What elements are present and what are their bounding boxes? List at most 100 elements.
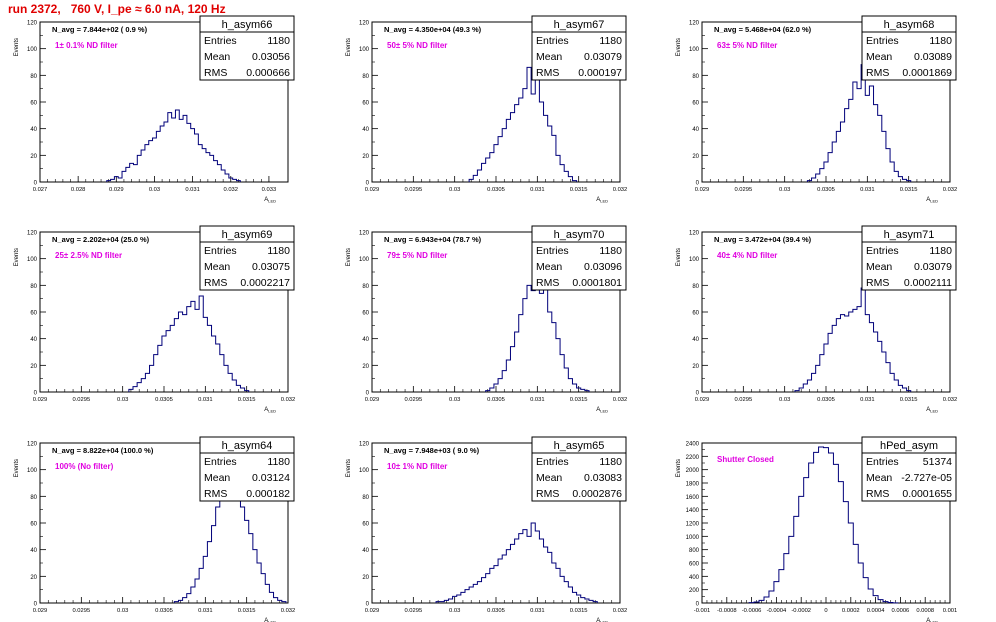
stats-label-rms: RMS (536, 277, 559, 289)
x-tick-label: 0.031 (530, 187, 545, 193)
stats-value-entries: 1180 (267, 456, 290, 468)
histogram-panel: 0 20 40 60 80 100 120 0.029 0.0295 0.03 0.0305 0.03… (346, 436, 627, 622)
x-tick-label: 0.0305 (155, 397, 173, 403)
y-tick-label: 40 (692, 337, 699, 343)
stats-value-rms: 0.000182 (246, 488, 290, 500)
y-tick-label: 1800 (686, 482, 700, 488)
y-tick-label: 0 (696, 602, 700, 608)
histogram-name: hPed_asym (880, 440, 938, 452)
navg-label: N_avg = 3.472e+04 (39.4 %) (714, 235, 812, 244)
histogram-name: h_asym68 (884, 19, 935, 31)
histogram-panel: 0 20 40 60 80 100 120 0.029 0.0295 0.03 0.0305 0.03… (676, 225, 958, 414)
stats-label-mean: Mean (536, 261, 562, 273)
x-tick-label: 0.0315 (570, 608, 588, 614)
y-axis-label: Events (14, 248, 20, 266)
y-axis-label: Events (346, 459, 352, 477)
stats-value-entries: 1180 (599, 35, 622, 47)
y-tick-label: 20 (362, 154, 369, 160)
x-tick-label: -0.0008 (717, 608, 737, 614)
x-tick-label: -0.0006 (742, 608, 762, 614)
x-axis-label: ALED (264, 407, 276, 414)
stats-value-entries: 1180 (267, 35, 290, 47)
y-tick-label: 40 (30, 337, 37, 343)
x-tick-label: 0.0305 (817, 397, 835, 403)
y-tick-label: 60 (362, 311, 369, 317)
y-tick-label: 80 (692, 74, 699, 80)
x-axis-label: ALED (596, 407, 608, 414)
y-tick-label: 40 (362, 127, 369, 133)
filter-label: 1± 0.1% ND filter (55, 41, 118, 50)
x-tick-label: 0.031 (530, 608, 545, 614)
x-tick-label: 0 (824, 608, 827, 614)
y-tick-label: 100 (359, 47, 370, 53)
stats-value-mean: 0.03096 (584, 261, 622, 273)
x-tick-label: 0.0305 (487, 397, 505, 403)
y-tick-label: 40 (362, 337, 369, 343)
y-tick-label: 20 (30, 364, 37, 370)
filter-label: Shutter Closed (717, 455, 774, 464)
x-tick-label: 0.0305 (487, 187, 505, 193)
stats-label-entries: Entries (536, 35, 569, 47)
stats-box (861, 15, 957, 81)
x-tick-label: 0.0315 (570, 397, 588, 403)
y-tick-label: 80 (30, 74, 37, 80)
stats-value-rms: 0.0001801 (572, 277, 622, 289)
x-tick-label: 0.0305 (487, 608, 505, 614)
stats-value-mean: 0.03056 (252, 51, 290, 63)
y-tick-label: 100 (359, 468, 370, 474)
x-tick-label: 0.0295 (72, 608, 90, 614)
stats-box (199, 436, 295, 502)
stats-value-mean: 0.03089 (914, 51, 952, 63)
y-axis-label: Events (676, 38, 682, 56)
x-tick-label: 0.029 (695, 397, 710, 403)
y-tick-label: 20 (692, 154, 699, 160)
y-tick-label: 20 (30, 575, 37, 581)
y-tick-label: 120 (27, 442, 38, 448)
x-tick-label: -0.0002 (791, 608, 811, 614)
filter-label: 40± 4% ND filter (717, 251, 777, 260)
navg-label: N_avg = 2.202e+04 (25.0 %) (52, 235, 150, 244)
histogram-line (128, 295, 250, 392)
stats-label-entries: Entries (866, 245, 899, 257)
y-tick-label: 2200 (686, 455, 700, 461)
y-tick-label: 0 (34, 181, 38, 187)
stats-value-mean: 0.03079 (914, 261, 952, 273)
stats-label-entries: Entries (866, 35, 899, 47)
stats-box (531, 225, 627, 291)
y-tick-label: 60 (692, 101, 699, 107)
y-tick-label: 0 (366, 181, 370, 187)
histogram-panel: 0 20 40 60 80 100 120 0.029 0.0295 0.03 0.0305 0.03… (676, 15, 957, 204)
stats-value-rms: 0.0001869 (902, 67, 952, 79)
x-tick-label: 0.03 (449, 608, 460, 614)
stats-value-entries: 1180 (267, 245, 290, 257)
y-tick-label: 400 (689, 575, 700, 581)
stats-value-mean: 0.03124 (252, 472, 290, 484)
y-tick-label: 0 (366, 391, 370, 397)
filter-label: 63± 5% ND filter (717, 41, 777, 50)
y-tick-label: 0 (696, 391, 700, 397)
y-tick-label: 120 (359, 21, 370, 27)
y-tick-label: 20 (362, 575, 369, 581)
x-tick-label: 0.0006 (892, 608, 910, 614)
y-axis-label: Events (14, 459, 20, 477)
stats-value-entries: 1180 (599, 245, 622, 257)
navg-label: N_avg = 6.943e+04 (78.7 %) (384, 235, 482, 244)
y-tick-label: 120 (359, 442, 370, 448)
y-tick-label: 1000 (686, 535, 700, 541)
x-tick-label: 0.031 (530, 397, 545, 403)
x-tick-label: 0.032 (943, 397, 958, 403)
x-tick-label: -0.0004 (767, 608, 787, 614)
x-tick-label: 0.0295 (734, 187, 752, 193)
navg-label: N_avg = 7.844e+02 ( 0.9 %) (52, 25, 148, 34)
stats-box (531, 436, 627, 502)
stats-label-rms: RMS (204, 488, 227, 500)
stats-value-entries: 51374 (923, 456, 952, 468)
histogram-panel: 0 20 40 60 80 100 120 0.029 0.0295 0.03 0.0305 0.03… (14, 225, 295, 414)
x-tick-label: 0.029 (109, 187, 124, 193)
y-tick-label: 1200 (686, 522, 700, 528)
y-tick-label: 0 (696, 181, 700, 187)
stats-value-mean: 0.03079 (584, 51, 622, 63)
stats-label-rms: RMS (866, 488, 889, 500)
stats-label-entries: Entries (204, 456, 237, 468)
